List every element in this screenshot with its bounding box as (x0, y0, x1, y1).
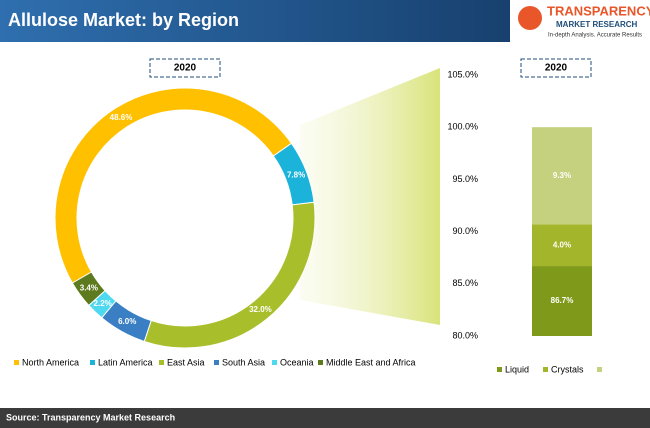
donut-slice (71, 271, 106, 307)
page-title: Allulose Market: by Region (8, 10, 239, 30)
legend-swatch (272, 360, 277, 365)
legend-label: Liquid (505, 364, 529, 374)
logo: TRANSPARENCY MARKET RESEARCH In-depth An… (518, 3, 650, 39)
legend-swatch (159, 360, 164, 365)
logo-subname: MARKET RESEARCH (556, 20, 638, 29)
y-tick-label: 85.0% (452, 278, 478, 288)
funnel-shade (300, 68, 440, 325)
legend-label: Crystals (551, 364, 584, 374)
y-tick-label: 100.0% (447, 122, 478, 132)
bar-label: 86.7% (551, 296, 574, 305)
donut-title: 2020 (174, 63, 197, 74)
legend-label: Oceania (280, 357, 314, 367)
bar-title: 2020 (545, 63, 568, 74)
footer-bar (0, 408, 650, 428)
legend-swatch (14, 360, 19, 365)
legend-swatch (318, 360, 323, 365)
year-box (520, 58, 592, 78)
year-box (149, 58, 221, 78)
bar-segment (532, 266, 592, 336)
logo-tagline: In-depth Analysis. Accurate Results (548, 33, 642, 39)
legend-label: East Asia (167, 357, 205, 367)
legend-label: Middle East and Africa (326, 357, 416, 367)
slice-label: 6.0% (118, 317, 136, 326)
logo-name: TRANSPARENCY (547, 3, 650, 18)
y-tick-label: 90.0% (452, 226, 478, 236)
bar-segment (532, 127, 592, 225)
slice-label: 2.2% (94, 299, 112, 308)
bar-segment (532, 224, 592, 267)
header-bar (0, 0, 510, 42)
legend-swatch (543, 367, 548, 372)
source: Source: Transparency Market Research (6, 412, 175, 422)
logo-icon (518, 6, 542, 30)
legend-swatch (497, 367, 502, 372)
slice-label: 32.0% (249, 305, 272, 314)
slice-label: 48.6% (110, 113, 133, 122)
legend-label: South Asia (222, 357, 265, 367)
legend-swatch (214, 360, 219, 365)
legend-swatch (597, 367, 602, 372)
bar-label: 4.0% (553, 240, 571, 249)
legend-swatch (90, 360, 95, 365)
y-tick-label: 80.0% (452, 330, 478, 340)
y-tick-label: 95.0% (452, 174, 478, 184)
bar-label: 9.3% (553, 171, 571, 180)
slice-label: 7.8% (287, 170, 305, 179)
legend-label: Latin America (98, 357, 153, 367)
y-tick-label: 105.0% (447, 69, 478, 79)
legend-label: North America (22, 357, 79, 367)
slice-label: 3.4% (80, 283, 98, 292)
